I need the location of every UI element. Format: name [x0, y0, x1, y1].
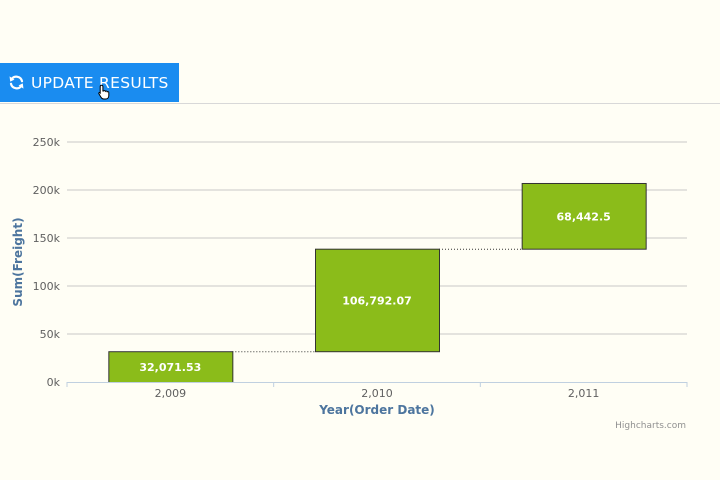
x-tick-label: 2,010 — [361, 387, 393, 400]
y-tick-label: 250k — [33, 136, 61, 149]
highcharts-credit[interactable]: Highcharts.com — [615, 421, 686, 431]
x-tick-label: 2,011 — [568, 387, 600, 400]
waterfall-bar[interactable] — [521, 182, 647, 250]
y-tick-label: 50k — [40, 328, 61, 341]
data-label: 106,792.07 — [342, 294, 412, 307]
refresh-icon — [9, 75, 24, 90]
y-tick-label: 0k — [47, 376, 61, 389]
y-tick-label: 150k — [33, 232, 61, 245]
y-tick-label: 200k — [33, 184, 61, 197]
y-tick-label: 100k — [33, 280, 61, 293]
x-tick-label: 2,009 — [155, 387, 187, 400]
toolbar-divider — [0, 103, 720, 104]
waterfall-bar[interactable] — [108, 351, 234, 384]
update-results-label: UPDATE RESULTS — [31, 73, 169, 92]
data-label: 32,071.53 — [139, 361, 201, 374]
data-label: 68,442.5 — [557, 210, 611, 223]
hand-cursor-icon — [98, 84, 110, 100]
waterfall-bar[interactable] — [315, 248, 440, 353]
y-axis-title: Sum(Freight) — [11, 217, 25, 306]
x-axis-title: Year(Order Date) — [318, 403, 435, 417]
update-results-button[interactable]: UPDATE RESULTS — [0, 63, 179, 102]
